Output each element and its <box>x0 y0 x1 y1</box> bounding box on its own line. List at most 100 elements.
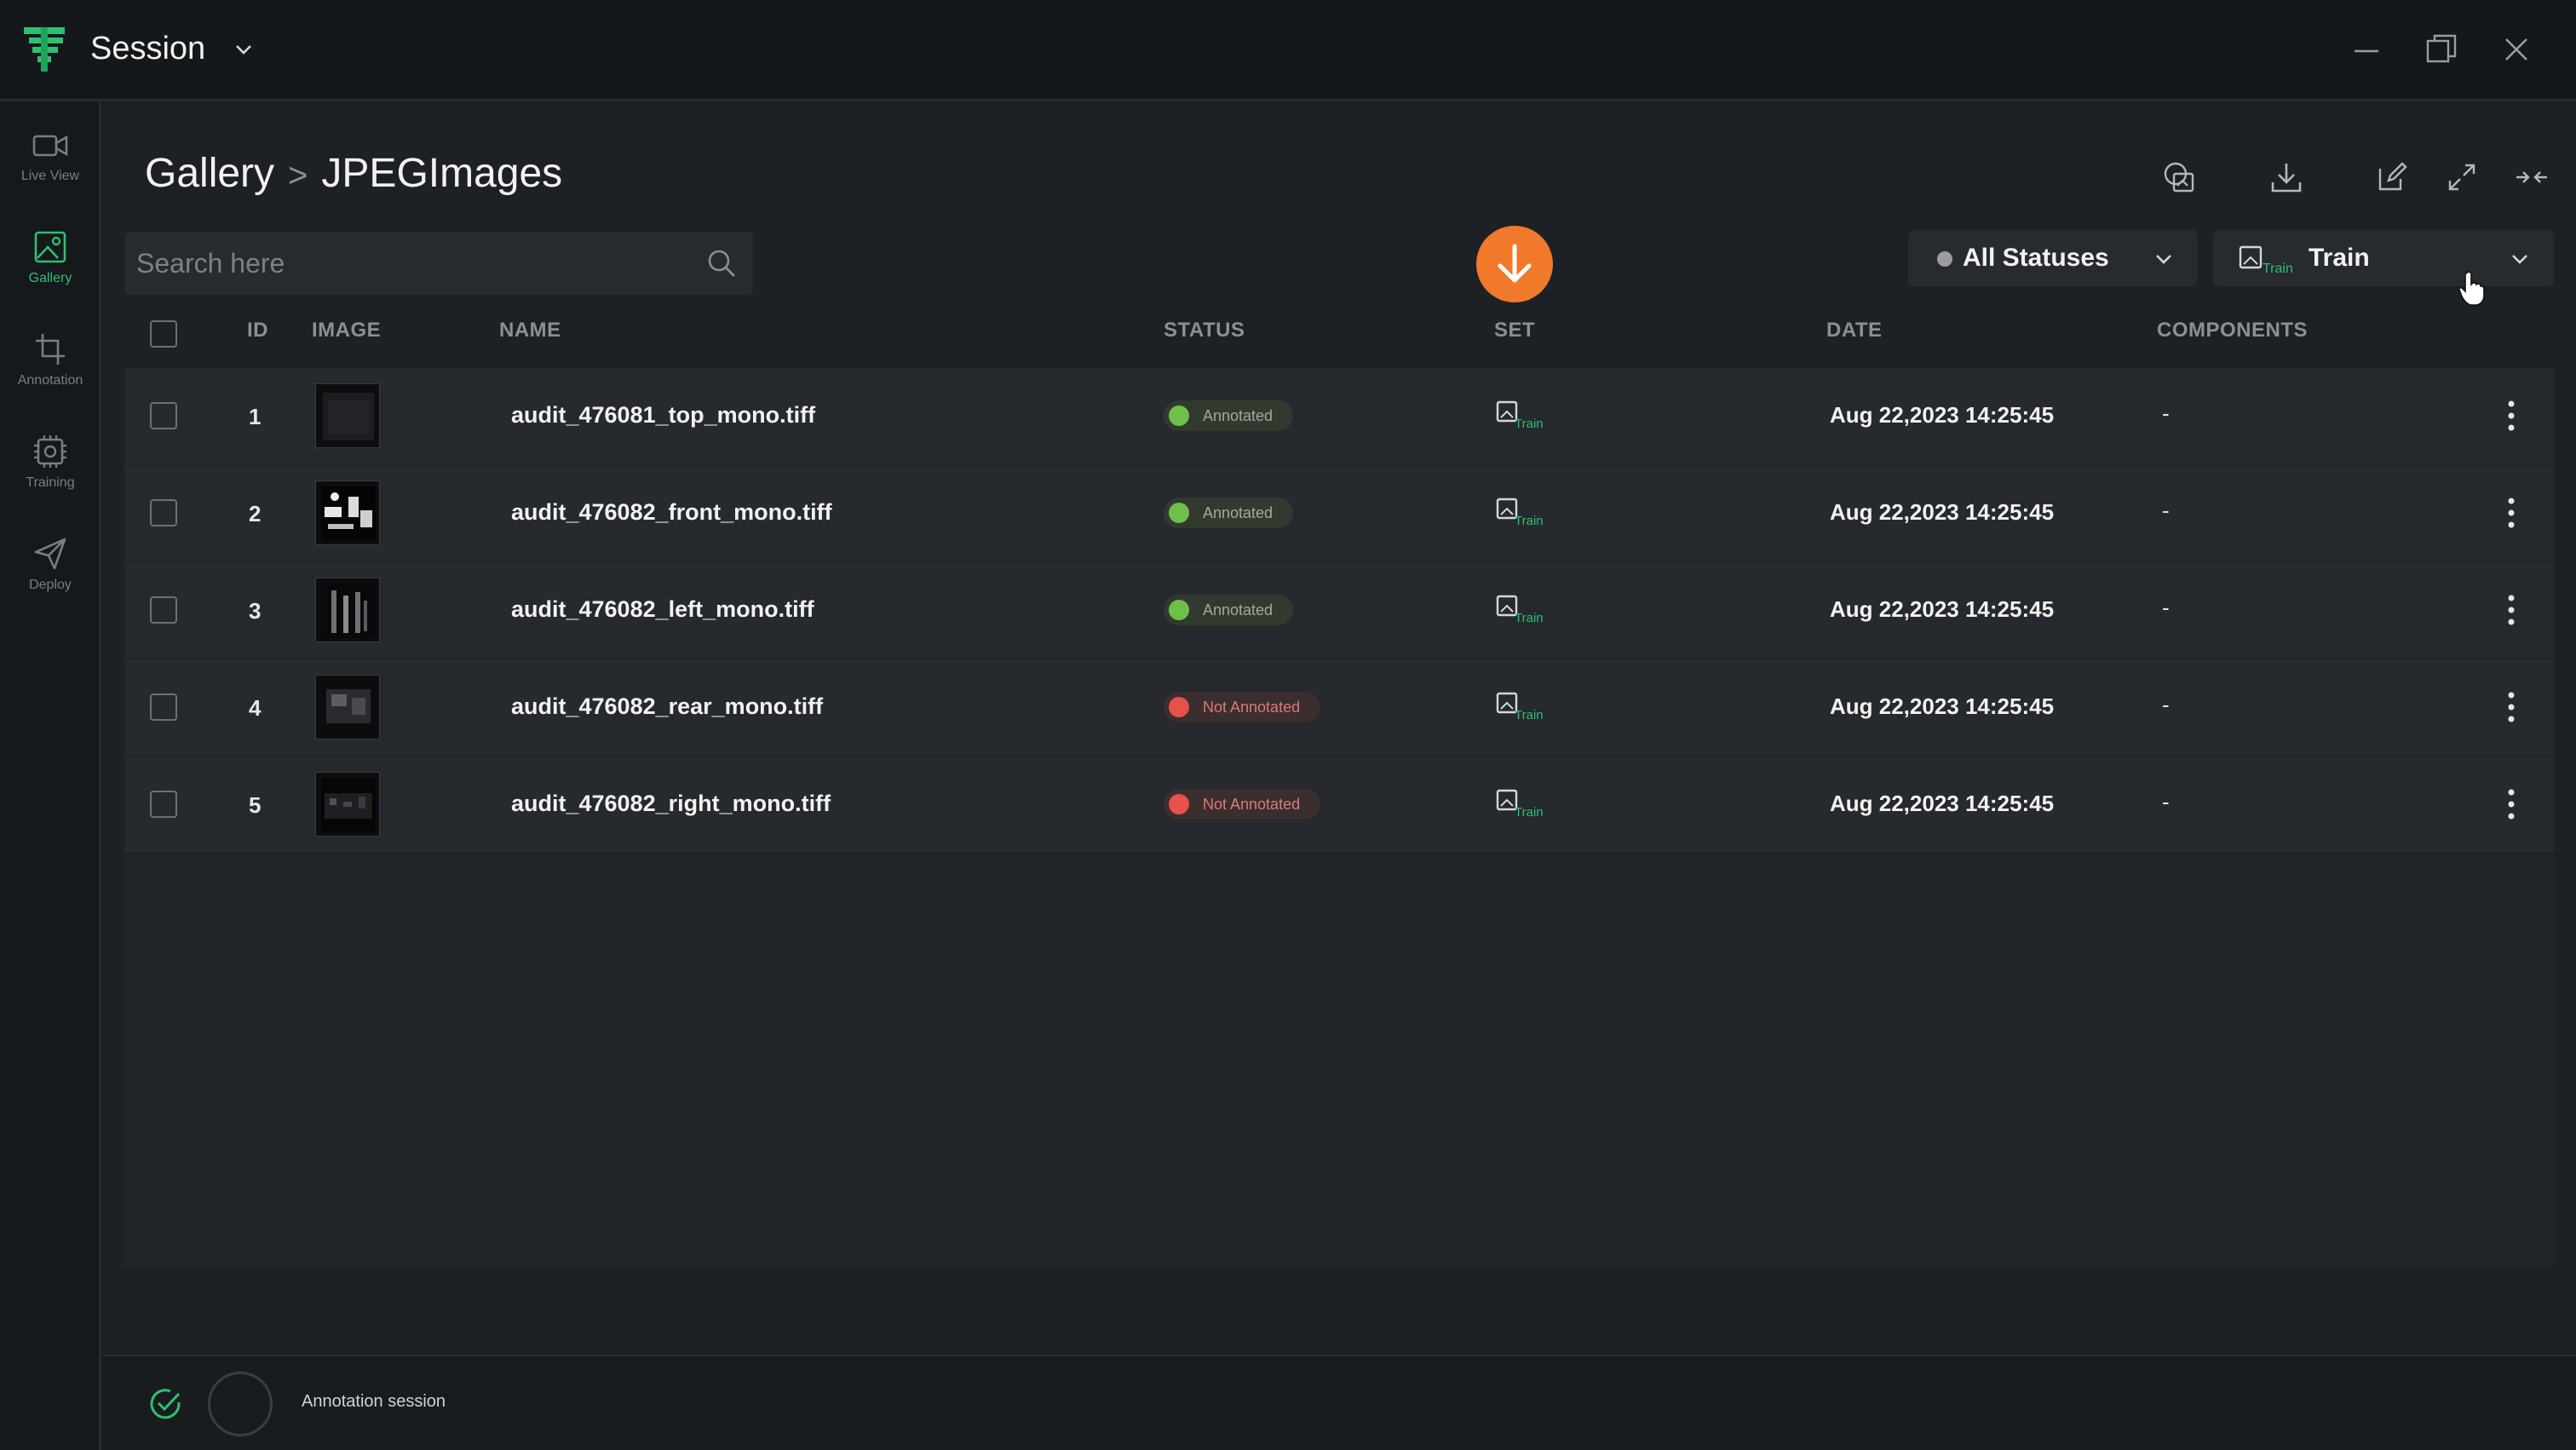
breadcrumb-root[interactable]: Gallery <box>145 151 275 196</box>
send-icon <box>34 538 66 570</box>
sidebar-item-label: Live View <box>20 169 80 183</box>
train-set-icon: Train <box>1496 789 1544 820</box>
sidebar-item-label: Training <box>26 475 75 490</box>
table-row[interactable]: 3 audit_476082_left_mono.tiff Annotated … <box>124 562 2554 658</box>
row-name[interactable]: audit_476082_left_mono.tiff <box>511 596 814 622</box>
column-header-image: IMAGE <box>312 319 382 342</box>
status-badge-label: Annotated <box>1203 504 1274 521</box>
table-body: 1 audit_476081_top_mono.tiff Annotated T… <box>124 368 2554 1269</box>
video-icon <box>32 135 68 157</box>
breadcrumb: Gallery > JPEGImages <box>145 150 562 197</box>
restore-icon[interactable] <box>2423 31 2460 68</box>
row-name[interactable]: audit_476082_rear_mono.tiff <box>511 693 824 719</box>
image-search-icon[interactable] <box>2160 158 2198 196</box>
more-options-icon[interactable] <box>2503 591 2520 629</box>
more-options-icon[interactable] <box>2503 494 2520 532</box>
download-fab-button[interactable] <box>1476 226 1553 302</box>
image-thumbnail[interactable] <box>315 578 380 642</box>
set-label: Train <box>1515 514 1544 528</box>
row-name[interactable]: audit_476081_top_mono.tiff <box>511 402 816 428</box>
row-components: - <box>2162 692 2170 717</box>
close-icon[interactable] <box>2498 31 2535 68</box>
status-badge: Not Annotated <box>1164 692 1321 722</box>
status-badge: Annotated <box>1164 595 1294 625</box>
table-header: ID IMAGE NAME STATUS SET DATE COMPONENTS <box>124 308 2554 368</box>
select-all-checkbox[interactable] <box>150 320 177 348</box>
app-logo-icon <box>24 27 65 72</box>
row-id: 3 <box>249 598 262 624</box>
set-filter-dropdown[interactable]: Train Train <box>2213 230 2554 286</box>
expand-icon[interactable] <box>2443 158 2481 196</box>
column-header-date[interactable]: DATE <box>1826 319 1883 342</box>
row-id: 5 <box>249 792 262 818</box>
check-circle-icon <box>150 1389 181 1419</box>
status-filter-label: All Statuses <box>1963 244 2109 272</box>
set-label: Train <box>1515 805 1544 820</box>
status-dot-icon <box>1937 251 1952 267</box>
row-date: Aug 22,2023 14:25:45 <box>1830 791 2055 816</box>
image-thumbnail[interactable] <box>315 675 380 739</box>
search-box <box>124 232 753 295</box>
row-name[interactable]: audit_476082_front_mono.tiff <box>511 499 832 525</box>
status-filter-dropdown[interactable]: All Statuses <box>1908 230 2198 286</box>
more-options-icon[interactable] <box>2503 397 2520 434</box>
sidebar: Live View Gallery Annotation Training De… <box>0 102 101 1450</box>
train-set-icon: Train <box>1496 498 1544 528</box>
table-row[interactable]: 4 audit_476082_rear_mono.tiff Not Annota… <box>124 659 2554 755</box>
table-row[interactable]: 2 audit_476082_front_mono.tiff Annotated… <box>124 465 2554 561</box>
table-row[interactable]: 1 audit_476081_top_mono.tiff Annotated T… <box>124 368 2554 463</box>
row-checkbox[interactable] <box>150 596 177 624</box>
row-name[interactable]: audit_476082_right_mono.tiff <box>511 791 831 816</box>
session-title[interactable]: Session <box>90 31 206 66</box>
row-date: Aug 22,2023 14:25:45 <box>1830 402 2055 428</box>
image-thumbnail[interactable] <box>315 480 380 545</box>
sidebar-item-deploy[interactable]: Deploy <box>0 537 101 622</box>
image-thumbnail[interactable] <box>315 772 380 837</box>
svg-text:Train: Train <box>2263 262 2293 276</box>
status-badge: Annotated <box>1164 498 1294 528</box>
more-options-icon[interactable] <box>2503 785 2520 823</box>
column-header-name[interactable]: NAME <box>499 319 561 342</box>
set-label: Train <box>1515 708 1544 722</box>
sidebar-item-live-view[interactable]: Live View <box>0 128 101 213</box>
status-dot-icon <box>1169 406 1189 426</box>
download-icon[interactable] <box>2268 158 2305 196</box>
column-header-set[interactable]: SET <box>1494 319 1536 342</box>
row-checkbox[interactable] <box>150 791 177 818</box>
status-badge: Annotated <box>1164 400 1294 431</box>
row-id: 4 <box>249 695 262 721</box>
edit-icon[interactable] <box>2373 158 2411 196</box>
row-components: - <box>2162 595 2170 620</box>
status-badge-label: Annotated <box>1203 407 1274 424</box>
status-badge-label: Not Annotated <box>1203 796 1301 813</box>
table-row[interactable]: 5 audit_476082_right_mono.tiff Not Annot… <box>124 757 2554 852</box>
status-dot-icon <box>1169 600 1189 620</box>
collapse-icon[interactable] <box>2513 158 2550 196</box>
breadcrumb-current: JPEGImages <box>321 151 563 196</box>
status-bar: Annotation session <box>102 1355 2576 1450</box>
more-options-icon[interactable] <box>2503 688 2520 726</box>
row-date: Aug 22,2023 14:25:45 <box>1830 499 2055 525</box>
row-checkbox[interactable] <box>150 693 177 721</box>
sidebar-item-gallery[interactable]: Gallery <box>0 230 101 315</box>
row-checkbox[interactable] <box>150 499 177 526</box>
chevron-down-icon[interactable] <box>232 37 256 61</box>
train-set-icon: Train <box>2239 245 2293 276</box>
title-bar: Session <box>0 0 2576 101</box>
sidebar-item-training[interactable]: Training <box>0 434 101 520</box>
chip-icon <box>34 435 66 468</box>
row-id: 1 <box>249 404 262 429</box>
column-header-id[interactable]: ID <box>247 319 268 342</box>
row-date: Aug 22,2023 14:25:45 <box>1830 596 2055 622</box>
column-header-status[interactable]: STATUS <box>1164 319 1245 342</box>
sidebar-item-label: Annotation <box>17 373 83 388</box>
row-checkbox[interactable] <box>150 402 177 429</box>
column-header-components: COMPONENTS <box>2157 319 2309 342</box>
image-thumbnail[interactable] <box>315 383 380 448</box>
minimize-icon[interactable] <box>2348 31 2385 68</box>
search-icon[interactable] <box>705 247 738 279</box>
status-dot-icon <box>1169 503 1189 523</box>
search-input[interactable] <box>136 232 681 295</box>
sidebar-item-annotation[interactable]: Annotation <box>0 332 101 417</box>
set-label: Train <box>1515 417 1544 431</box>
